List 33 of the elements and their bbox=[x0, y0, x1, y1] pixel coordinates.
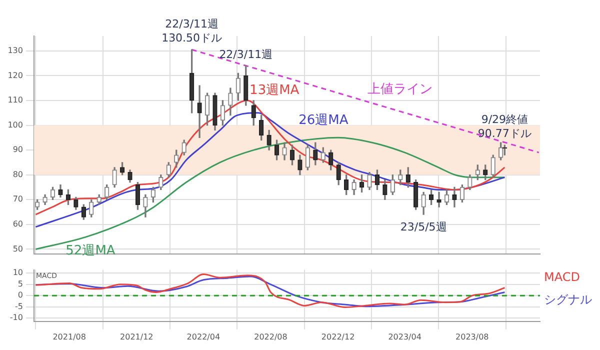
text: MACD bbox=[544, 270, 580, 284]
y-tick-label: 130 bbox=[8, 46, 23, 55]
annotation: 22/3/11週 130.50ドル bbox=[162, 18, 222, 45]
series-label: 13週MA bbox=[250, 82, 300, 98]
y-tick-label: 0 bbox=[18, 290, 23, 300]
x-tick-label: 2023/08 bbox=[456, 332, 489, 342]
x-tick-label: 2022/12 bbox=[321, 332, 355, 342]
x-tick-label: 2021/08 bbox=[52, 332, 86, 342]
x-tick-label: 2022/08 bbox=[254, 332, 288, 342]
candlestick bbox=[436, 192, 442, 208]
y-tick-label: 80 bbox=[12, 170, 23, 179]
annotation: 9/29終値 90.77ドル bbox=[478, 113, 532, 140]
annotation: 22/3/11週 bbox=[219, 48, 273, 61]
y-tick-label: 100 bbox=[8, 120, 23, 130]
series-label: 上値ライン bbox=[368, 82, 433, 97]
annotation: 23/5/5週 bbox=[400, 220, 447, 234]
y-tick-label: 120 bbox=[8, 70, 23, 80]
x-tick-label: 2022/04 bbox=[186, 332, 220, 342]
series-label: 26週MA bbox=[298, 113, 348, 128]
y-tick-label: 50 bbox=[12, 244, 23, 254]
y-tick-label: 70 bbox=[12, 194, 23, 204]
x-tick-label: 2023/04 bbox=[388, 332, 422, 342]
text: シグナル bbox=[544, 292, 592, 306]
x-tick-label: 2021/12 bbox=[120, 332, 154, 342]
y-tick-label: 60 bbox=[12, 220, 23, 229]
series-label: 52週MA bbox=[66, 244, 116, 259]
y-tick-label: 90 bbox=[12, 145, 23, 154]
y-tick-label: 110 bbox=[8, 96, 23, 105]
y-tick-label: -5 bbox=[15, 302, 23, 311]
y-tick-label: 5 bbox=[18, 279, 23, 288]
y-tick-label: -10 bbox=[10, 313, 23, 322]
candlestick bbox=[197, 85, 202, 138]
y-tick-label: 10 bbox=[12, 268, 23, 278]
